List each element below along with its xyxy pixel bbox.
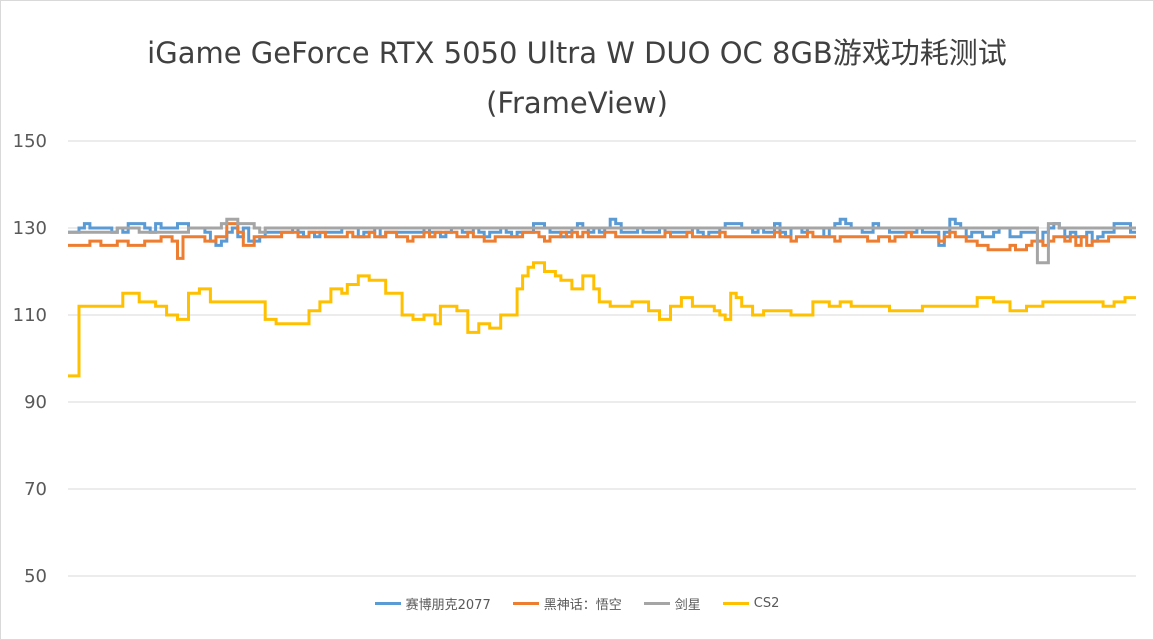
y-tick-label: 110 xyxy=(13,305,47,326)
legend-item: 剑星 xyxy=(643,594,701,613)
legend-label: 剑星 xyxy=(674,598,701,613)
series-line-1 xyxy=(68,222,1136,260)
legend-swatch xyxy=(374,602,401,605)
y-axis-ticks: 50 70 90 110 130 150 xyxy=(13,131,47,587)
legend-label: CS2 xyxy=(753,596,780,611)
legend-swatch xyxy=(643,602,670,605)
legend-item: 赛博朋克2077 xyxy=(374,594,491,613)
legend-label: 赛博朋克2077 xyxy=(405,598,491,613)
legend-swatch xyxy=(512,602,539,605)
y-tick-label: 50 xyxy=(24,566,47,587)
chart-title: iGame GeForce RTX 5050 Ultra W DUO OC 8G… xyxy=(147,36,1007,70)
legend-item: CS2 xyxy=(722,594,780,613)
y-tick-label: 130 xyxy=(13,218,47,239)
chart-subtitle: (FrameView) xyxy=(486,86,668,120)
gridlines xyxy=(68,140,1136,577)
series-lines xyxy=(68,217,1136,378)
y-tick-label: 70 xyxy=(24,479,47,500)
legend-swatch xyxy=(722,602,749,605)
legend: 赛博朋克2077 黑神话：悟空 剑星 CS2 xyxy=(0,594,1154,613)
series-line-2 xyxy=(68,217,1136,265)
y-tick-label: 150 xyxy=(13,131,47,152)
legend-label: 黑神话：悟空 xyxy=(543,598,622,613)
series-line-3 xyxy=(68,261,1136,378)
y-tick-label: 90 xyxy=(24,392,47,413)
legend-item: 黑神话：悟空 xyxy=(512,594,622,613)
